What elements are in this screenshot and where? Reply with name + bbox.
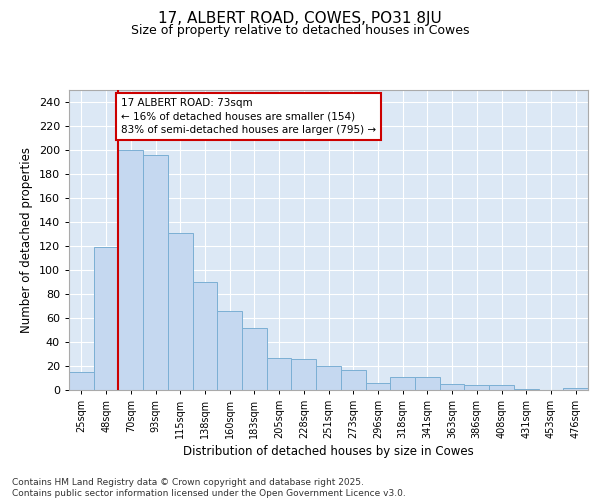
Bar (563, 388, 588, 390)
Bar (292, 359, 316, 390)
Text: 17, ALBERT ROAD, COWES, PO31 8JU: 17, ALBERT ROAD, COWES, PO31 8JU (158, 11, 442, 26)
Bar (217, 311, 242, 390)
Text: Size of property relative to detached houses in Cowes: Size of property relative to detached ho… (131, 24, 469, 37)
Bar (118, 150, 143, 390)
Bar (267, 358, 292, 390)
Bar (168, 233, 193, 390)
Bar (341, 370, 365, 390)
Bar (440, 384, 464, 390)
Text: 17 ALBERT ROAD: 73sqm
← 16% of detached houses are smaller (154)
83% of semi-det: 17 ALBERT ROAD: 73sqm ← 16% of detached … (121, 98, 376, 135)
Bar (193, 282, 217, 390)
Bar (489, 385, 514, 390)
Bar (242, 328, 267, 390)
Bar (514, 389, 539, 390)
Bar (464, 385, 489, 390)
Bar (94, 247, 118, 390)
Bar (143, 155, 168, 390)
X-axis label: Distribution of detached houses by size in Cowes: Distribution of detached houses by size … (183, 446, 474, 458)
Y-axis label: Number of detached properties: Number of detached properties (20, 147, 33, 333)
Bar (415, 377, 440, 390)
Bar (390, 377, 415, 390)
Text: Contains HM Land Registry data © Crown copyright and database right 2025.
Contai: Contains HM Land Registry data © Crown c… (12, 478, 406, 498)
Bar (316, 366, 341, 390)
Bar (69, 372, 94, 390)
Bar (365, 383, 390, 390)
